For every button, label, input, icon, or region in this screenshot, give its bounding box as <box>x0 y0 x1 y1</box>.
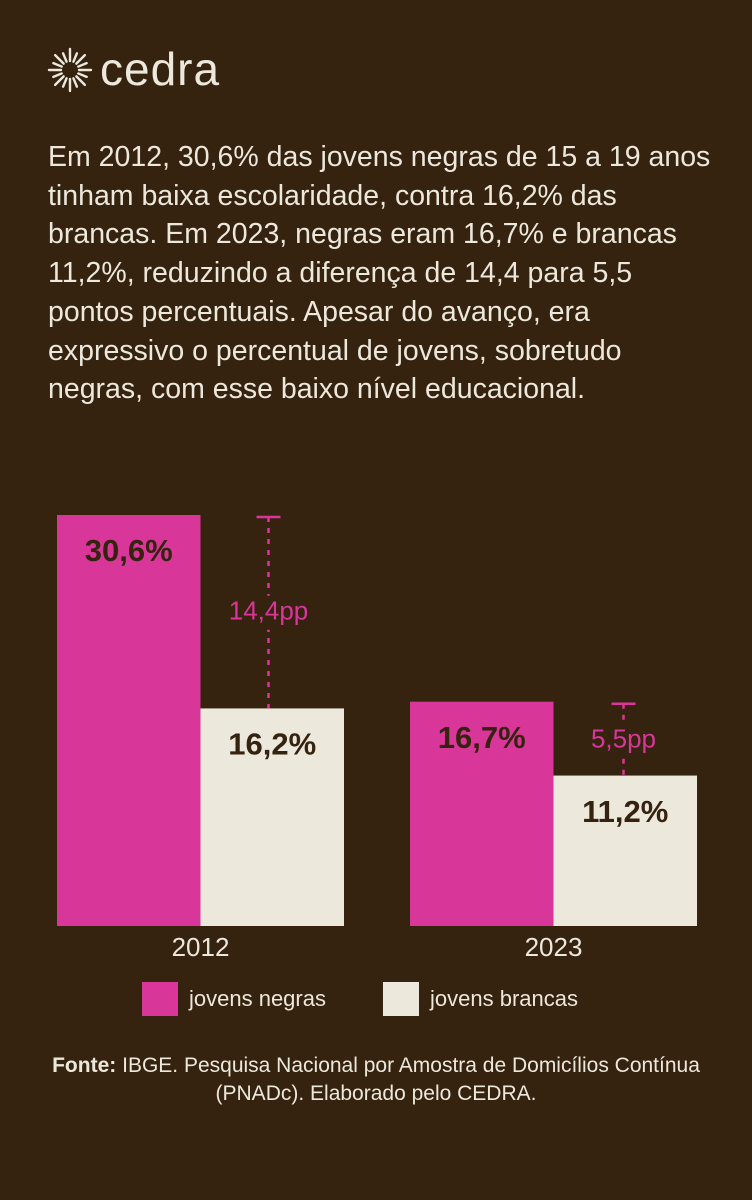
logo-ray <box>53 53 65 65</box>
logo-ray <box>53 75 65 87</box>
x-tick-label: 2012 <box>172 932 230 962</box>
value-label: 16,7% <box>438 720 526 755</box>
legend-label: jovens negras <box>188 986 326 1011</box>
source-text: IBGE. Pesquisa Nacional por Amostra de D… <box>122 1054 700 1105</box>
source: Fonte: IBGE. Pesquisa Nacional por Amost… <box>30 1052 722 1108</box>
logo-ray <box>61 52 68 63</box>
bar <box>200 708 344 926</box>
bar <box>57 515 201 926</box>
logo-ray <box>77 72 88 79</box>
difference-label-bg <box>218 595 319 630</box>
logo-ray <box>72 77 79 88</box>
legend-swatch <box>142 982 178 1016</box>
logo-ray <box>61 77 68 88</box>
value-label: 11,2% <box>582 794 668 829</box>
logo-ray <box>72 52 79 63</box>
value-label: 16,2% <box>228 727 316 762</box>
logo-ray <box>75 75 87 87</box>
chart: 30,6% 16,2% 14,4pp 2012 16,7% 11,2% 5,5pp 2023 j… <box>57 515 697 1016</box>
logo-ray <box>75 53 87 65</box>
bar <box>410 701 554 926</box>
legend-swatch <box>383 982 419 1016</box>
difference-label: 5,5pp <box>591 724 656 754</box>
logo-ray <box>52 72 63 79</box>
difference-label-bg <box>573 723 674 758</box>
logo-ray <box>52 61 63 68</box>
logo-ray <box>77 61 88 68</box>
bar <box>553 775 697 926</box>
description: Em 2012, 30,6% das jovens negras de 15 a… <box>48 141 711 406</box>
logo-icon <box>47 47 93 93</box>
x-tick-label: 2023 <box>525 932 583 962</box>
difference-label: 14,4pp <box>229 596 309 626</box>
value-label: 30,6% <box>85 533 173 568</box>
source-label: Fonte: <box>52 1054 117 1077</box>
legend-label: jovens brancas <box>429 986 578 1011</box>
brand: cedra <box>100 43 221 95</box>
